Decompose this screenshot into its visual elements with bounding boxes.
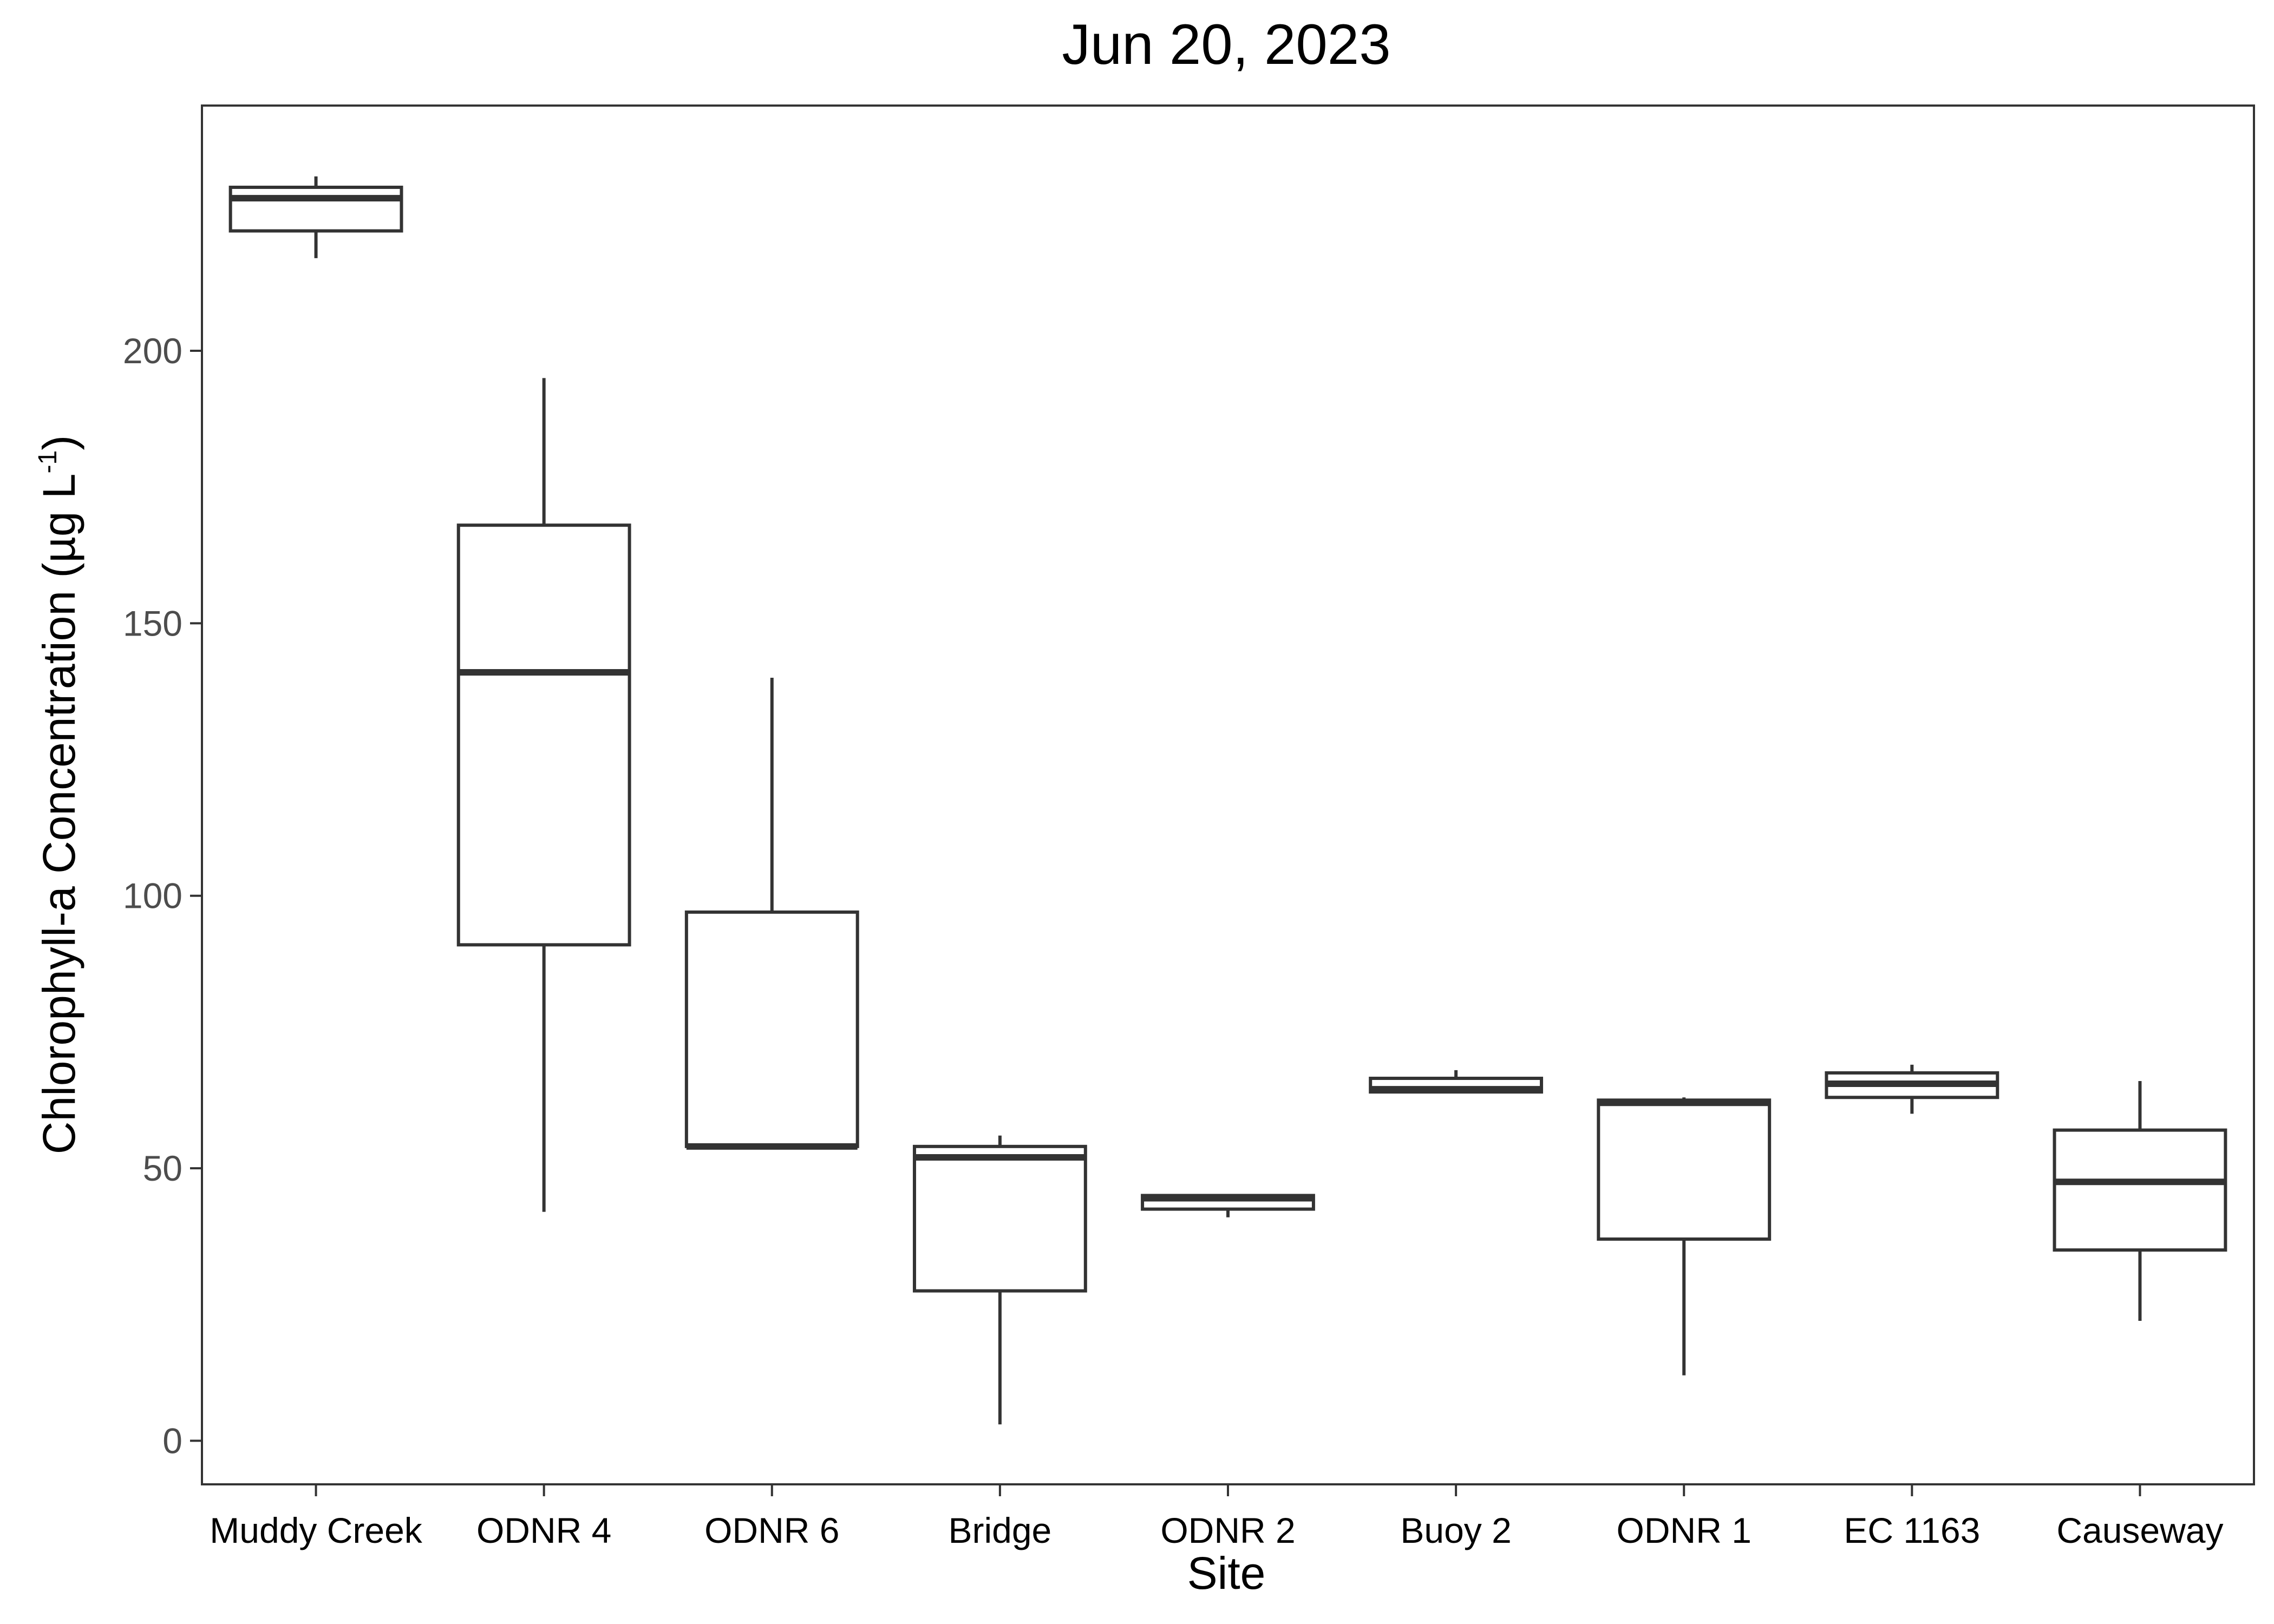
y-axis: 0 50 100 150 200 [123,331,202,1461]
y-axis-title-superscript: -1 [34,450,62,474]
x-tick-label: Buoy 2 [1400,1510,1511,1550]
y-tick-label: 200 [123,331,182,371]
x-tick-label: ODNR 4 [476,1510,611,1550]
x-tick-label: ODNR 6 [704,1510,839,1550]
chart-title: Jun 20, 2023 [1062,13,1390,76]
box-iqr [456,523,631,947]
y-axis-title: Chlorophyll-a Concentration (µg L-1) [34,435,84,1154]
x-tick-label: ODNR 1 [1617,1510,1752,1550]
y-tick-label: 50 [143,1148,182,1188]
box-series [228,176,2227,1425]
y-axis-title-close: ) [34,435,84,450]
box-odnr-1 [1597,1097,1772,1376]
box-odnr-2 [1141,1194,1315,1217]
box-buoy-2 [1369,1070,1544,1094]
box-iqr [912,1144,1087,1293]
y-tick-label: 100 [123,876,182,916]
box-iqr [2053,1128,2227,1252]
box-ec-1163 [1825,1064,1999,1114]
x-axis-title: Site [1187,1548,1266,1599]
box-iqr [228,186,403,233]
x-tick-label: EC 1163 [1844,1510,1980,1550]
y-tick-label: 150 [123,603,182,643]
box-iqr [684,910,859,1148]
y-tick-label: 0 [162,1420,182,1461]
x-axis: Muddy Creek ODNR 4 ODNR 6 Bridge ODNR 2 Buoy … [210,1484,2224,1550]
x-tick-label: ODNR 2 [1160,1510,1295,1550]
box-odnr-6 [684,678,859,1150]
box-bridge [912,1135,1087,1425]
x-tick-label: Causeway [2056,1510,2223,1550]
x-tick-label: Muddy Creek [210,1510,422,1550]
box-muddy-creek [228,176,403,258]
y-axis-title-main: Chlorophyll-a Concentration (µg L [34,473,84,1154]
x-tick-label: Bridge [948,1510,1051,1550]
box-iqr [1597,1098,1772,1241]
box-odnr-4 [456,378,631,1212]
box-causeway [2053,1081,2227,1321]
